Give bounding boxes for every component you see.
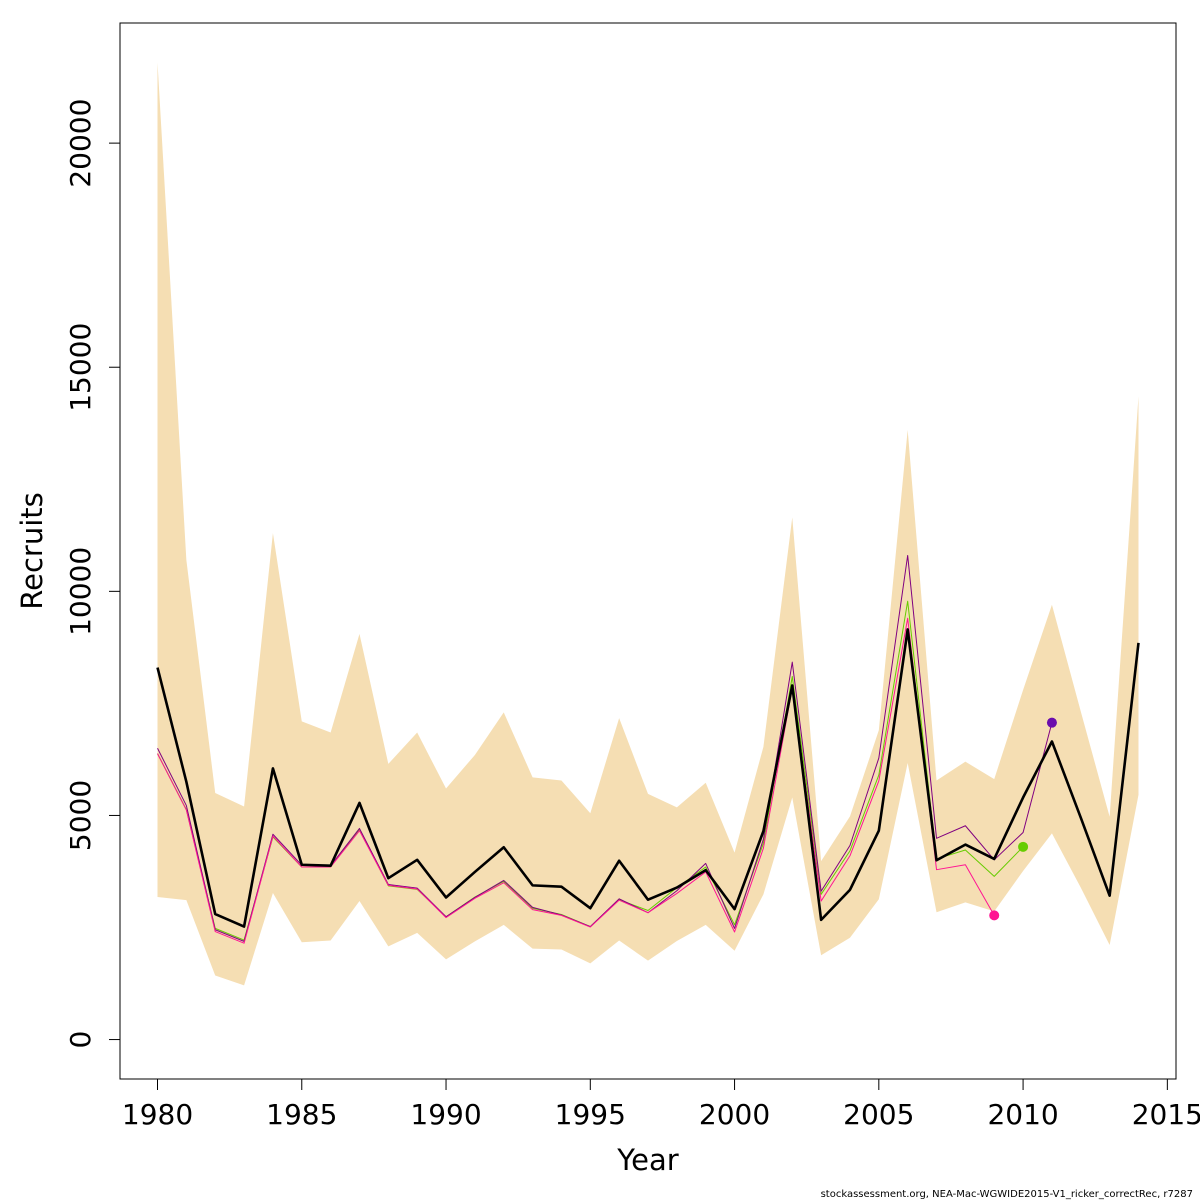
x-tick-label: 1990 [410, 1098, 481, 1131]
y-tick-label: 15000 [64, 323, 97, 412]
x-tick-label: 2005 [843, 1098, 914, 1131]
x-axis: 1980 1985 1990 1995 2000 2005 2010 2015 [122, 1078, 1200, 1131]
y-tick-label: 5000 [64, 780, 97, 851]
y-tick-label: 20000 [64, 99, 97, 188]
y-axis: 0 5000 10000 15000 20000 [64, 99, 121, 1049]
x-axis-title: Year [616, 1143, 678, 1177]
footer-credit: stockassessment.org, NEA-Mac-WGWIDE2015-… [821, 1189, 1193, 1200]
x-tick-label: 2000 [699, 1098, 770, 1131]
series-line-pink-retro [157, 617, 995, 944]
x-tick-label: 2010 [987, 1098, 1058, 1131]
y-tick-label: 0 [64, 1031, 97, 1049]
x-tick-label: 1995 [555, 1098, 626, 1131]
end-point-purple-retro [1046, 717, 1057, 728]
series-layer [156, 554, 1140, 944]
end-point-pink-retro [989, 910, 1000, 921]
confidence-band-layer [157, 62, 1139, 986]
x-tick-label: 1985 [266, 1098, 337, 1131]
end-points-layer [989, 717, 1057, 921]
y-axis-title: Recruits [15, 492, 49, 609]
x-tick-label: 1980 [122, 1098, 193, 1131]
y-tick-label: 10000 [64, 547, 97, 636]
series-line-main-estimate [156, 628, 1140, 928]
x-tick-label: 2015 [1132, 1098, 1200, 1131]
confidence-band [157, 62, 1139, 986]
end-point-green-retro [1018, 841, 1029, 852]
